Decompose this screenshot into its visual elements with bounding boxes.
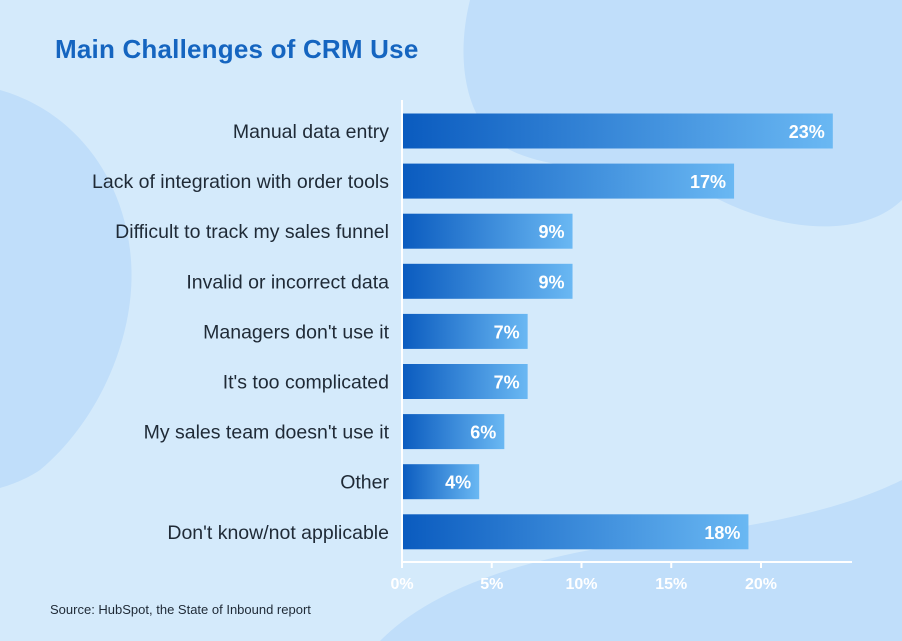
chart-title: Main Challenges of CRM Use (55, 34, 419, 64)
value-label: 7% (494, 322, 520, 342)
bar (402, 313, 528, 349)
x-tick-label: 5% (480, 576, 503, 593)
bar (402, 263, 573, 299)
bar (402, 514, 749, 550)
x-tick-label: 10% (565, 576, 597, 593)
category-label: Lack of integration with order tools (92, 171, 389, 193)
category-label: Managers don't use it (203, 321, 389, 343)
value-label: 18% (704, 523, 740, 543)
value-label: 6% (470, 423, 496, 443)
bar (402, 364, 528, 399)
bar (402, 213, 573, 249)
category-label: Other (340, 472, 389, 494)
value-label: 4% (445, 473, 471, 493)
bar (402, 113, 833, 149)
bar (402, 464, 480, 500)
x-tick-label: 20% (745, 576, 777, 593)
source-note: Source: HubSpot, the State of Inbound re… (50, 602, 311, 617)
category-label: Invalid or incorrect data (186, 271, 389, 293)
category-label: Don't know/not applicable (167, 522, 389, 544)
category-label: It's too complicated (223, 372, 389, 394)
value-label: 23% (789, 122, 825, 142)
x-tick-label: 15% (655, 576, 687, 593)
value-label: 7% (494, 373, 520, 393)
value-label: 9% (539, 222, 565, 242)
bar (402, 163, 735, 199)
x-tick-label: 0% (390, 576, 413, 593)
category-label: Difficult to track my sales funnel (115, 221, 389, 243)
value-label: 9% (539, 272, 565, 292)
category-label: Manual data entry (233, 121, 389, 143)
category-label: My sales team doesn't use it (144, 422, 390, 444)
bar (402, 414, 505, 450)
value-label: 17% (690, 172, 726, 192)
